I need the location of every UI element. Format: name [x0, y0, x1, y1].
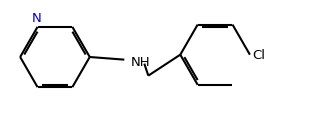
- Text: NH: NH: [130, 56, 150, 69]
- Text: Cl: Cl: [252, 49, 265, 62]
- Text: N: N: [32, 12, 41, 25]
